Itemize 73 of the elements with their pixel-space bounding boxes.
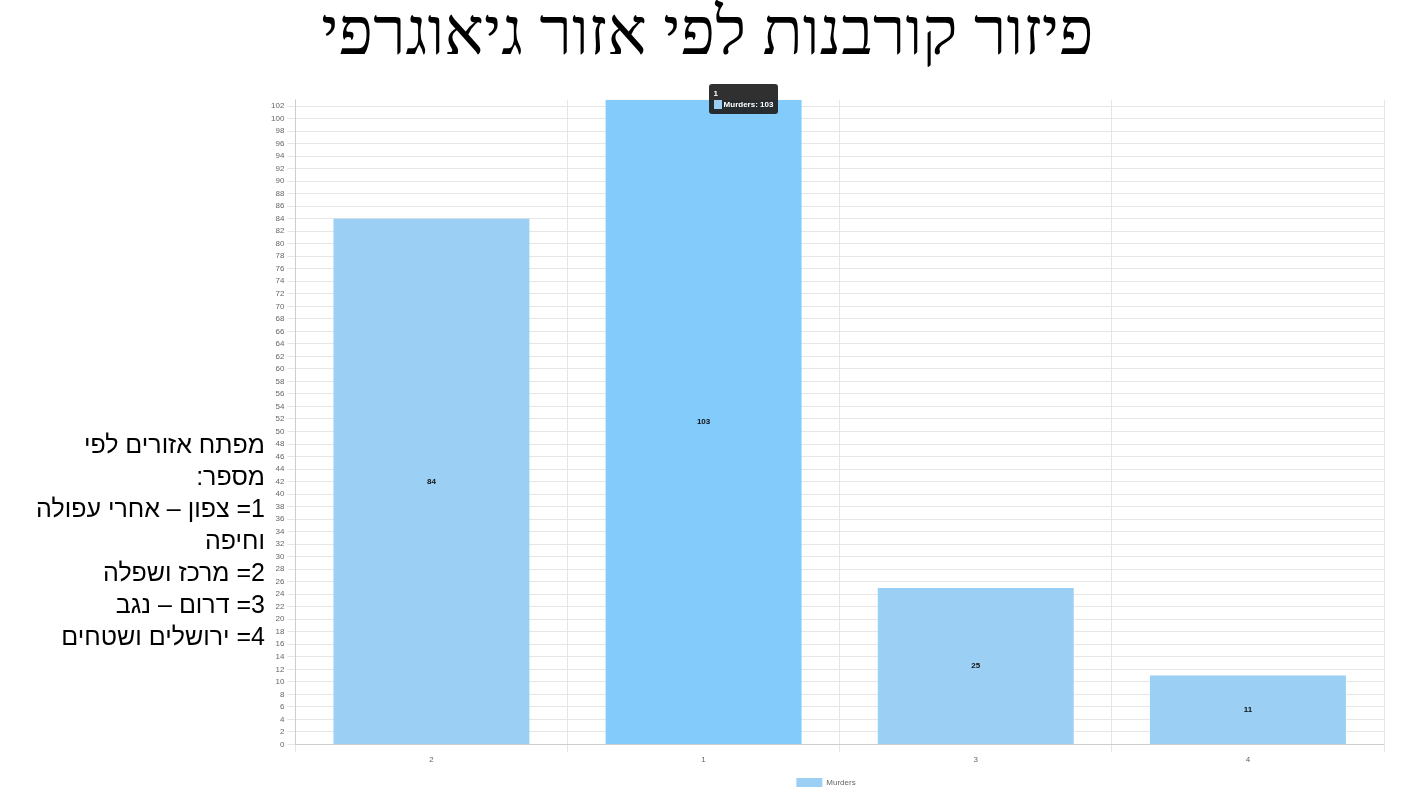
x-tick-label: 4 bbox=[1245, 755, 1251, 765]
y-tick-label: 34 bbox=[275, 526, 285, 536]
y-tick-label: 82 bbox=[275, 226, 285, 236]
y-tick-label: 64 bbox=[275, 339, 285, 349]
y-tick-label: 60 bbox=[275, 364, 285, 374]
y-tick-label: 32 bbox=[275, 539, 285, 549]
y-tick-label: 90 bbox=[275, 176, 285, 186]
x-tick-label: 1 bbox=[701, 755, 707, 765]
y-tick-label: 48 bbox=[275, 439, 285, 449]
y-tick-label: 84 bbox=[275, 213, 285, 223]
y-tick-label: 88 bbox=[275, 188, 285, 198]
y-tick-label: 50 bbox=[275, 426, 285, 436]
bar bbox=[1149, 675, 1346, 744]
y-tick-label: 70 bbox=[275, 301, 285, 311]
annotation: Murders: 103 bbox=[723, 99, 774, 109]
bar bbox=[877, 587, 1074, 744]
y-tick-label: 94 bbox=[275, 151, 285, 161]
y-tick-label: 44 bbox=[275, 464, 285, 474]
y-tick-label: 76 bbox=[275, 263, 285, 273]
y-tick-label: 98 bbox=[275, 126, 285, 136]
y-tick-label: 72 bbox=[275, 289, 285, 299]
y-tick-label: 100 bbox=[270, 113, 285, 123]
data-label: 25 bbox=[971, 661, 981, 671]
y-tick-label: 46 bbox=[275, 451, 285, 461]
y-tick-label: 14 bbox=[275, 651, 285, 661]
y-tick-label: 56 bbox=[275, 389, 285, 399]
data-label: 11 bbox=[1243, 704, 1253, 714]
y-tick-label: 52 bbox=[275, 414, 285, 424]
y-tick-label: 6 bbox=[279, 702, 285, 712]
y-tick-label: 62 bbox=[275, 351, 285, 361]
x-tick-label: 3 bbox=[973, 755, 979, 765]
y-tick-label: 24 bbox=[275, 589, 285, 599]
y-tick-label: 8 bbox=[279, 689, 285, 699]
y-tick-label: 28 bbox=[275, 564, 285, 574]
y-tick-label: 30 bbox=[275, 551, 285, 561]
text: מפתח אזורים לפי מספר: bbox=[82, 429, 265, 492]
text: 3= דרום – נגב bbox=[114, 589, 265, 620]
y-tick-label: 92 bbox=[275, 163, 285, 173]
y-tick-label: 22 bbox=[275, 601, 285, 611]
y-tick-label: 42 bbox=[275, 476, 285, 486]
chart-title: פיזור קורבנות לפי אזור גיאוגרפי bbox=[320, 0, 1095, 70]
y-tick-label: 36 bbox=[275, 514, 285, 524]
text: 1= צפון – אחרי עפולה וחיפה bbox=[35, 493, 265, 556]
y-tick-label: 74 bbox=[275, 276, 285, 286]
bar bbox=[605, 99, 802, 744]
y-tick-label: 18 bbox=[275, 626, 285, 636]
text: 4= ירושלים ושטחים bbox=[60, 621, 265, 652]
data-label: 103 bbox=[696, 417, 711, 427]
y-tick-label: 26 bbox=[275, 576, 285, 586]
y-tick-label: 102 bbox=[270, 101, 285, 111]
y-tick-label: 20 bbox=[275, 614, 285, 624]
y-tick-label: 54 bbox=[275, 401, 285, 411]
y-tick-label: 78 bbox=[275, 251, 285, 261]
text: 2= מרכז ושפלה bbox=[102, 557, 265, 588]
y-tick-label: 2 bbox=[279, 727, 285, 737]
bar bbox=[333, 218, 530, 744]
data-label: 84 bbox=[426, 476, 437, 486]
category-label: 1 bbox=[713, 88, 719, 98]
y-tick-label: 4 bbox=[279, 714, 285, 724]
y-tick-label: 10 bbox=[275, 677, 285, 687]
y-tick-label: 80 bbox=[275, 238, 285, 248]
y-tick-label: 12 bbox=[275, 664, 285, 674]
legend-label: Murders bbox=[826, 777, 856, 787]
y-tick-label: 96 bbox=[275, 138, 285, 148]
y-tick-label: 68 bbox=[275, 314, 285, 324]
y-tick-label: 86 bbox=[275, 201, 285, 211]
y-tick-label: 40 bbox=[275, 489, 285, 499]
y-tick-label: 0 bbox=[279, 739, 285, 749]
y-tick-label: 38 bbox=[275, 501, 285, 511]
x-tick-label: 2 bbox=[429, 755, 435, 765]
y-tick-label: 58 bbox=[275, 376, 285, 386]
y-tick-label: 16 bbox=[275, 639, 285, 649]
y-tick-label: 66 bbox=[275, 326, 285, 336]
